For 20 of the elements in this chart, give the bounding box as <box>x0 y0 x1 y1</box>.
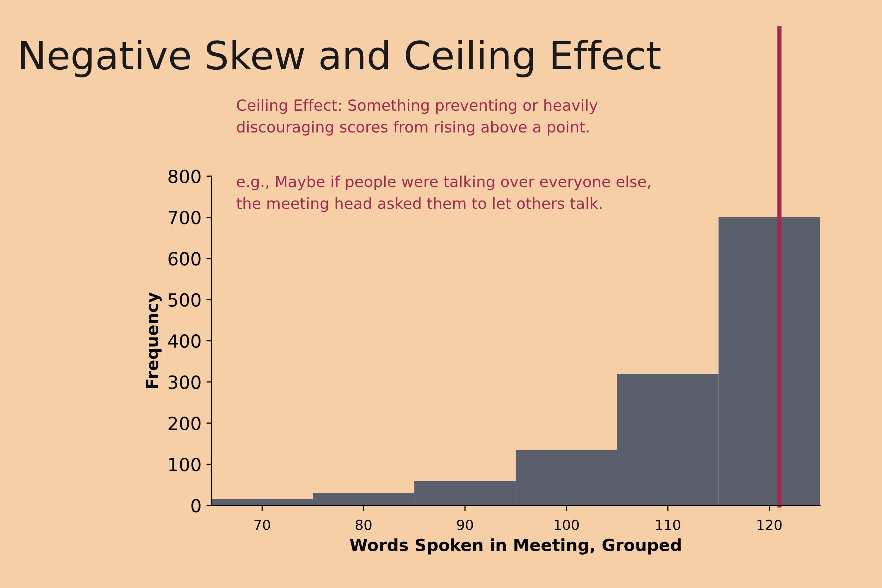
y-tick-label: 0 <box>192 499 201 513</box>
annotation: e.g., Maybe if people were talking over everyone else, the meeting head asked them to let others talk. <box>236 176 650 212</box>
y-tick-label: 500 <box>168 293 201 307</box>
x-axis-title: Words Spoken in Meeting, Grouped <box>350 538 681 555</box>
y-tick-label: 300 <box>168 376 201 390</box>
y-tick-label: 200 <box>168 416 201 430</box>
y-tick-label: 600 <box>168 252 201 266</box>
y-tick-label: 400 <box>168 334 201 348</box>
text: Ceiling Effect: Something preventing or heavily discouraging scores from rising above a point. <box>237 99 598 136</box>
x-tick-label: 80 <box>356 520 372 530</box>
x-tick-label: 90 <box>457 520 474 530</box>
chart-title: Negative Skew and Ceiling Effect <box>21 40 661 78</box>
x-tick-label: 70 <box>254 520 270 530</box>
y-axis-title: Frequency <box>146 292 162 388</box>
y-tick-label: 700 <box>168 211 201 225</box>
x-tick-label: 110 <box>656 520 680 530</box>
x-tick-label: 120 <box>758 520 782 530</box>
y-tick-label: 100 <box>169 458 201 472</box>
x-tick-label: 100 <box>554 520 580 530</box>
y-tick-label: 800 <box>168 170 201 184</box>
